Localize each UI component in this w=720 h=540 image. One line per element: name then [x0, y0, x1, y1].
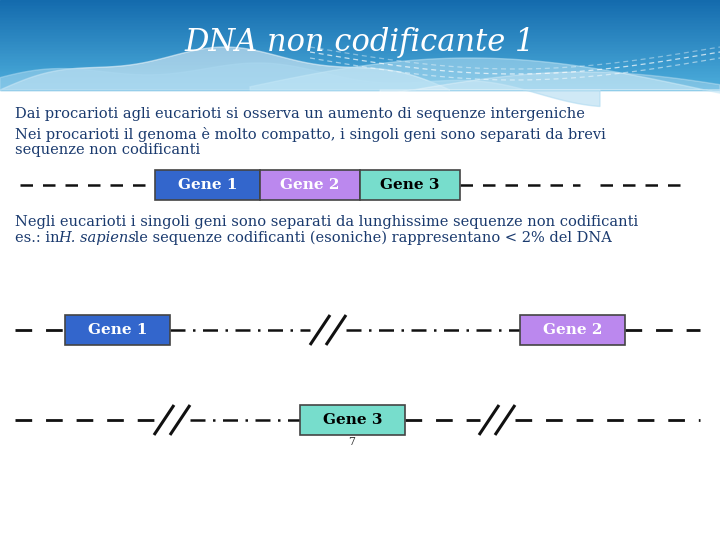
- Polygon shape: [0, 37, 720, 39]
- Polygon shape: [0, 3, 720, 4]
- FancyBboxPatch shape: [155, 170, 260, 200]
- Polygon shape: [0, 72, 720, 73]
- Text: DNA non codificante 1: DNA non codificante 1: [185, 26, 535, 57]
- Polygon shape: [0, 19, 720, 21]
- Text: Gene 3: Gene 3: [380, 178, 440, 192]
- Polygon shape: [0, 29, 720, 30]
- Polygon shape: [0, 79, 720, 81]
- Polygon shape: [0, 18, 720, 19]
- FancyBboxPatch shape: [520, 315, 625, 345]
- Polygon shape: [0, 23, 720, 24]
- Polygon shape: [0, 57, 720, 58]
- Polygon shape: [0, 64, 720, 66]
- Polygon shape: [0, 48, 720, 50]
- Polygon shape: [0, 25, 720, 27]
- Polygon shape: [0, 17, 720, 18]
- Polygon shape: [0, 66, 720, 68]
- Polygon shape: [0, 6, 720, 8]
- Text: Negli eucarioti i singoli geni sono separati da lunghissime sequenze non codific: Negli eucarioti i singoli geni sono sepa…: [15, 215, 638, 229]
- Polygon shape: [0, 46, 720, 48]
- FancyBboxPatch shape: [360, 170, 460, 200]
- Polygon shape: [0, 24, 720, 25]
- Polygon shape: [0, 2, 720, 3]
- Text: Gene 3: Gene 3: [323, 413, 382, 427]
- Polygon shape: [0, 69, 720, 71]
- Polygon shape: [0, 45, 720, 46]
- Polygon shape: [0, 4, 720, 6]
- Polygon shape: [0, 63, 600, 106]
- Polygon shape: [0, 14, 720, 15]
- Text: 7: 7: [348, 437, 356, 447]
- Polygon shape: [0, 83, 720, 84]
- Polygon shape: [0, 85, 720, 87]
- Text: Gene 1: Gene 1: [88, 323, 148, 337]
- Polygon shape: [0, 39, 720, 40]
- Polygon shape: [0, 58, 720, 60]
- Polygon shape: [0, 81, 720, 83]
- Polygon shape: [0, 56, 720, 57]
- Polygon shape: [0, 84, 720, 85]
- Polygon shape: [0, 27, 720, 29]
- Polygon shape: [0, 75, 720, 77]
- Polygon shape: [0, 10, 720, 12]
- Polygon shape: [0, 63, 720, 64]
- Polygon shape: [0, 12, 720, 14]
- Polygon shape: [0, 15, 720, 17]
- Polygon shape: [0, 21, 720, 23]
- Polygon shape: [0, 52, 720, 54]
- Polygon shape: [0, 42, 720, 44]
- Polygon shape: [0, 8, 720, 9]
- Polygon shape: [0, 40, 720, 42]
- Polygon shape: [0, 78, 720, 79]
- Polygon shape: [0, 50, 720, 51]
- Polygon shape: [0, 77, 720, 78]
- Polygon shape: [0, 0, 720, 2]
- Text: es.: in: es.: in: [15, 231, 64, 245]
- Polygon shape: [0, 62, 720, 63]
- Polygon shape: [0, 31, 720, 33]
- Polygon shape: [250, 58, 720, 93]
- Polygon shape: [0, 89, 720, 90]
- Polygon shape: [0, 44, 720, 45]
- Polygon shape: [0, 9, 720, 10]
- FancyBboxPatch shape: [300, 405, 405, 435]
- FancyBboxPatch shape: [65, 315, 170, 345]
- Polygon shape: [0, 87, 720, 89]
- Text: Dai procarioti agli eucarioti si osserva un aumento di sequenze intergeniche: Dai procarioti agli eucarioti si osserva…: [15, 107, 585, 121]
- Polygon shape: [0, 30, 720, 31]
- Text: Gene 1: Gene 1: [178, 178, 238, 192]
- Polygon shape: [0, 51, 720, 52]
- Text: H. sapiens: H. sapiens: [58, 231, 136, 245]
- Polygon shape: [380, 72, 720, 96]
- Polygon shape: [0, 54, 720, 56]
- Text: sequenze non codificanti: sequenze non codificanti: [15, 143, 200, 157]
- Polygon shape: [0, 47, 450, 90]
- Polygon shape: [0, 36, 720, 37]
- FancyBboxPatch shape: [260, 170, 360, 200]
- Text: Gene 2: Gene 2: [280, 178, 340, 192]
- Polygon shape: [0, 60, 720, 62]
- Text: Gene 2: Gene 2: [543, 323, 602, 337]
- Polygon shape: [0, 35, 720, 36]
- Polygon shape: [0, 68, 720, 69]
- Polygon shape: [0, 33, 720, 35]
- Text: le sequenze codificanti (esoniche) rappresentano < 2% del DNA: le sequenze codificanti (esoniche) rappr…: [130, 231, 612, 245]
- Polygon shape: [0, 71, 720, 72]
- Text: Nei procarioti il genoma è molto compatto, i singoli geni sono separati da brevi: Nei procarioti il genoma è molto compatt…: [15, 127, 606, 142]
- Polygon shape: [0, 73, 720, 75]
